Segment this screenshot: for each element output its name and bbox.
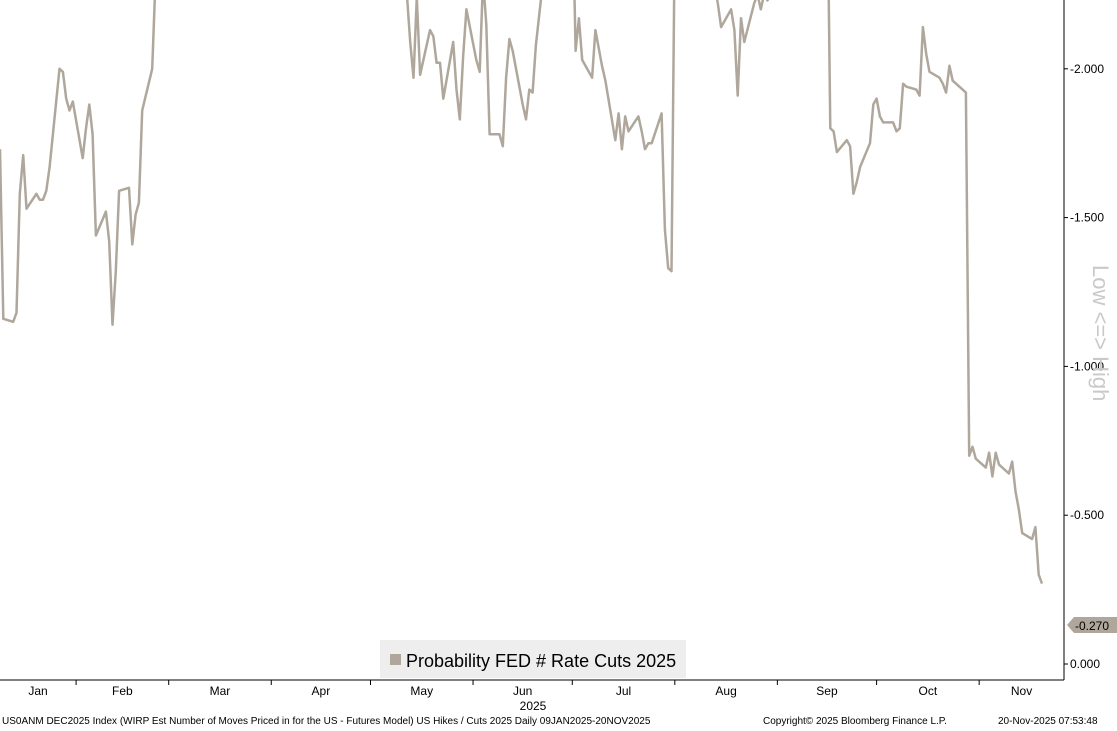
y-tick-label: -1.500 [1070, 211, 1104, 225]
legend-swatch [390, 654, 401, 665]
y-tick-label: -2.000 [1070, 62, 1104, 76]
x-tick-label: Oct [919, 684, 938, 698]
x-tick-label: Jul [616, 684, 631, 698]
y-tick-label: -1.000 [1070, 359, 1104, 373]
y-tick-label: -0.500 [1070, 508, 1104, 522]
series-line [0, 0, 1044, 585]
footer-timestamp: 20-Nov-2025 07:53:48 [998, 716, 1098, 727]
last-value-label: -0.270 [1075, 619, 1109, 633]
x-tick-label: Sep [816, 684, 838, 698]
x-tick-label: Jan [28, 684, 47, 698]
footer-source: US0ANM DEC2025 Index (WIRP Est Number of… [2, 716, 651, 727]
x-tick-label: Aug [715, 684, 736, 698]
legend-background [380, 640, 686, 678]
x-tick-label: Apr [312, 684, 331, 698]
last-value-marker [1067, 617, 1117, 633]
axes [0, 0, 1065, 681]
x-tick-label: May [410, 684, 433, 698]
y-axis-title: Low <=> High [1088, 265, 1113, 401]
y-ticks: 0.000-0.500-1.000-1.500-2.000-2.500-3.00… [1064, 62, 1104, 671]
x-tick-label: Mar [210, 684, 231, 698]
y-tick-label: 0.000 [1070, 657, 1100, 671]
legend-label: Probability FED # Rate Cuts 2025 [406, 651, 676, 671]
year-label: 2025 [520, 699, 547, 713]
x-tick-label: Jun [513, 684, 532, 698]
last-value-tag: -0.270 [1067, 617, 1117, 633]
x-tick-label: Feb [112, 684, 133, 698]
legend: Probability FED # Rate Cuts 2025 [380, 640, 686, 678]
footer-copyright: Copyright© 2025 Bloomberg Finance L.P. [763, 716, 947, 727]
x-ticks: Jan Feb Mar Apr May Jun Jul Aug Sep Oct Nov [28, 680, 1032, 698]
x-tick-label: Nov [1011, 684, 1032, 698]
